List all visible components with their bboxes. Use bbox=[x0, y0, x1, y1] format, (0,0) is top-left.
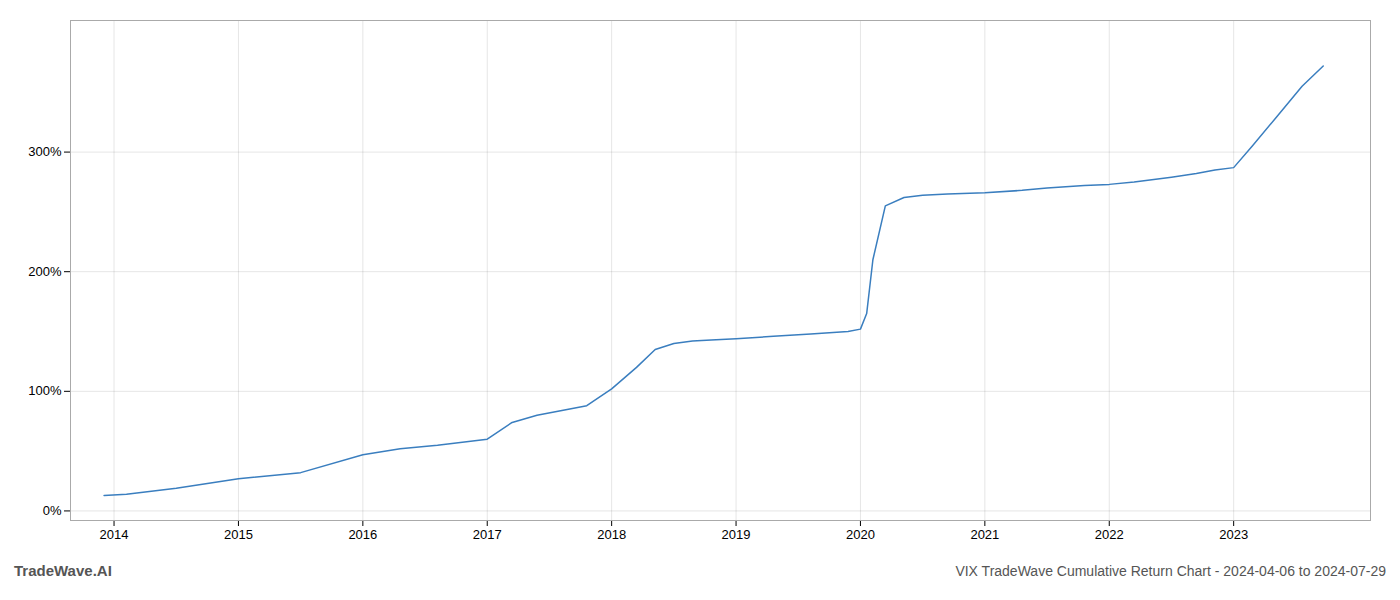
svg-text:2014: 2014 bbox=[100, 527, 129, 542]
svg-text:2021: 2021 bbox=[970, 527, 999, 542]
svg-text:2022: 2022 bbox=[1095, 527, 1124, 542]
svg-text:2020: 2020 bbox=[846, 527, 875, 542]
svg-text:2023: 2023 bbox=[1219, 527, 1248, 542]
svg-text:2018: 2018 bbox=[597, 527, 626, 542]
html-text:TradeWave.AI: TradeWave.AI bbox=[14, 562, 112, 579]
svg-text:2017: 2017 bbox=[473, 527, 502, 542]
svg-text:300%: 300% bbox=[28, 144, 62, 159]
svg-text:100%: 100% bbox=[28, 383, 62, 398]
svg-text:200%: 200% bbox=[28, 264, 62, 279]
html-text:VIX TradeWave Cumulative Retur: VIX TradeWave Cumulative Return Chart - … bbox=[955, 563, 1386, 579]
svg-text:2019: 2019 bbox=[722, 527, 751, 542]
svg-text:2015: 2015 bbox=[224, 527, 253, 542]
svg-text:0%: 0% bbox=[43, 503, 62, 518]
svg-text:2016: 2016 bbox=[348, 527, 377, 542]
